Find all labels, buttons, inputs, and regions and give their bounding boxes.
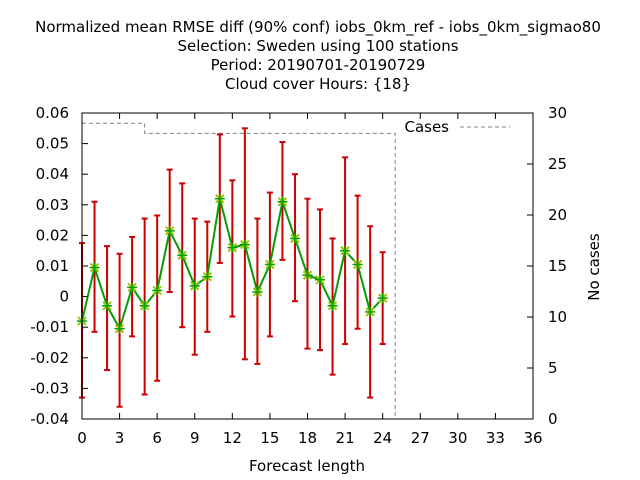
error-bars [79,127,386,408]
x-axis: 0 3 6 9 12 15 18 21 24 27 30 33 36 [77,113,543,447]
chart-title: Normalized mean RMSE diff (90% conf) iob… [35,18,601,93]
y-tick-label-6: 0.02 [36,226,69,244]
legend-label-cases: Cases [404,118,449,136]
y-tick-label-1: -0.03 [30,379,69,397]
x-tick-label-6: 18 [298,429,317,447]
y2-tick-label-3: 15 [548,257,567,275]
data-point-20 [327,300,338,311]
y2-tick-label-5: 25 [548,155,567,173]
y-tick-label-7: 0.03 [36,196,69,214]
data-point-10 [202,271,213,282]
y-axis-left: -0.04 -0.03 -0.02 -0.01 0 0.01 0.02 0.03 0.04 0.0… [30,104,88,428]
data-point-8 [177,250,188,261]
data-point-12 [227,242,238,253]
x-tick-label-8: 24 [373,429,392,447]
y2-tick-label-0: 0 [548,410,558,428]
data-point-17 [289,233,300,244]
x-tick-label-7: 21 [336,429,355,447]
data-point-13 [239,239,250,250]
y-tick-label-0: -0.04 [30,410,69,428]
x-tick-label-12: 36 [523,429,542,447]
x-tick-label-4: 12 [223,429,242,447]
data-point-6 [152,285,163,296]
title-line-4: Cloud cover Hours: {18} [225,75,411,93]
x-tick-label-1: 3 [115,429,125,447]
y2-tick-label-4: 20 [548,206,567,224]
data-point-19 [315,274,326,285]
y-tick-label-8: 0.04 [36,165,69,183]
y-tick-label-4: 0 [59,288,69,306]
data-point-11 [214,193,225,204]
x-tick-label-0: 0 [77,429,87,447]
y-tick-label-3: -0.01 [30,318,69,336]
data-point-21 [340,245,351,256]
x-tick-label-9: 27 [411,429,430,447]
y2-tick-label-1: 5 [548,359,558,377]
data-point-1 [89,262,100,273]
data-point-2 [102,300,113,311]
title-line-2: Selection: Sweden using 100 stations [177,37,458,55]
y2-axis-label: No cases [585,233,603,301]
data-point-24 [377,293,388,304]
data-point-7 [164,225,175,236]
data-point-22 [352,259,363,270]
title-line-1: Normalized mean RMSE diff (90% conf) iob… [35,18,601,37]
y-tick-label-10: 0.06 [36,104,69,122]
x-axis-label: Forecast length [249,457,365,475]
x-tick-label-3: 9 [190,429,200,447]
data-point-14 [252,287,263,298]
data-point-16 [277,196,288,207]
data-point-5 [139,300,150,311]
y-axis-right: 0 5 10 15 20 25 30 [527,104,567,428]
x-tick-label-10: 30 [448,429,467,447]
x-tick-label-2: 6 [152,429,162,447]
y-tick-label-9: 0.05 [36,135,69,153]
x-tick-label-11: 33 [486,429,505,447]
y2-tick-label-6: 30 [548,104,567,122]
y-tick-label-2: -0.02 [30,349,69,367]
legend: Cases [404,118,510,136]
data-point-9 [189,280,200,291]
y2-tick-label-2: 10 [548,308,567,326]
x-tick-label-5: 15 [260,429,279,447]
title-line-3: Period: 20190701-20190729 [211,56,426,74]
y-tick-label-5: 0.01 [36,257,69,275]
data-point-23 [365,306,376,317]
error-bar-6 [154,214,161,382]
data-point-15 [264,259,275,270]
mean-series [77,193,388,334]
data-point-4 [127,282,138,293]
data-point-3 [114,323,125,334]
data-point-18 [302,270,313,281]
